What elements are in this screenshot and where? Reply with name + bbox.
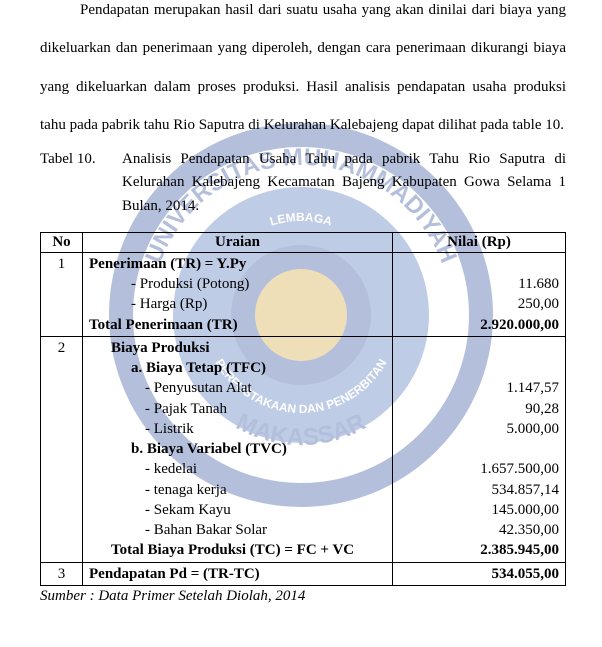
nilai-line [399, 254, 559, 274]
cell-uraian: Pendapatan Pd = (TR-TC) [83, 562, 393, 585]
nilai-line: 1.147,57 [399, 378, 559, 398]
cell-uraian: Biaya Produksia. Biaya Tetap (TFC)- Peny… [83, 336, 393, 562]
cell-nilai: 534.055,00 [393, 562, 566, 585]
uraian-line: - Pajak Tanah [89, 399, 386, 419]
table-body: 1Penerimaan (TR) = Y.Py- Produksi (Poton… [41, 252, 566, 585]
uraian-line: Pendapatan Pd = (TR-TC) [89, 564, 386, 584]
uraian-line: - Produksi (Potong) [89, 274, 386, 294]
table-header-row: No Uraian Nilai (Rp) [41, 232, 566, 252]
uraian-line: - tenaga kerja [89, 480, 386, 500]
para-rest: yang dikeluarkan dan penerimaan yang dip… [40, 2, 566, 133]
uraian-line: a. Biaya Tetap (TFC) [89, 358, 386, 378]
nilai-line: 1.657.500,00 [399, 459, 559, 479]
cell-no: 3 [41, 562, 83, 585]
nilai-line: 2.385.945,00 [399, 540, 559, 560]
cell-no: 1 [41, 252, 83, 336]
nilai-line: 90,28 [399, 399, 559, 419]
caption-text: Analisis Pendapatan Usaha Tahu pada pabr… [122, 148, 566, 218]
th-no: No [41, 232, 83, 252]
nilai-line [399, 338, 559, 358]
nilai-line: 250,00 [399, 294, 559, 314]
uraian-line: - Listrik [89, 419, 386, 439]
uraian-line: - Penyusutan Alat [89, 378, 386, 398]
table-row: 2Biaya Produksia. Biaya Tetap (TFC)- Pen… [41, 336, 566, 562]
cell-nilai: 1.147,5790,285.000,00 1.657.500,00534.85… [393, 336, 566, 562]
table-row: 3 Pendapatan Pd = (TR-TC) 534.055,00 [41, 562, 566, 585]
uraian-line: Biaya Produksi [89, 338, 386, 358]
nilai-line: 42.350,00 [399, 520, 559, 540]
cell-nilai: 11.680250,002.920.000,00 [393, 252, 566, 336]
caption-label: Tabel 10. [40, 148, 122, 218]
cell-no: 2 [41, 336, 83, 562]
nilai-line: 534.857,14 [399, 480, 559, 500]
page-content: Pendapatan merupakan hasil dari suatu us… [0, 0, 602, 605]
nilai-line: 534.055,00 [399, 564, 559, 584]
uraian-line: - Sekam Kayu [89, 500, 386, 520]
intro-paragraph: Pendapatan merupakan hasil dari suatu us… [40, 0, 566, 144]
table-caption: Tabel 10. Analisis Pendapatan Usaha Tahu… [40, 148, 566, 218]
uraian-line: Total Biaya Produksi (TC) = FC + VC [89, 540, 386, 560]
nilai-line: 11.680 [399, 274, 559, 294]
analysis-table: No Uraian Nilai (Rp) 1Penerimaan (TR) = … [40, 232, 566, 586]
nilai-line [399, 358, 559, 378]
uraian-line: - Bahan Bakar Solar [89, 520, 386, 540]
table-source: Sumber : Data Primer Setelah Diolah, 201… [40, 588, 566, 605]
uraian-line: b. Biaya Variabel (TVC) [89, 439, 386, 459]
uraian-line: Total Penerimaan (TR) [89, 315, 386, 335]
uraian-line: - kedelai [89, 459, 386, 479]
table-row: 1Penerimaan (TR) = Y.Py- Produksi (Poton… [41, 252, 566, 336]
cell-uraian: Penerimaan (TR) = Y.Py- Produksi (Potong… [83, 252, 393, 336]
th-nilai: Nilai (Rp) [393, 232, 566, 252]
th-uraian: Uraian [83, 232, 393, 252]
nilai-line [399, 439, 559, 459]
para-lead: Pendapatan merupakan hasil dari suatu us… [80, 2, 532, 18]
uraian-line: Penerimaan (TR) = Y.Py [89, 254, 386, 274]
nilai-line: 5.000,00 [399, 419, 559, 439]
nilai-line: 145.000,00 [399, 500, 559, 520]
uraian-line: - Harga (Rp) [89, 294, 386, 314]
nilai-line: 2.920.000,00 [399, 315, 559, 335]
